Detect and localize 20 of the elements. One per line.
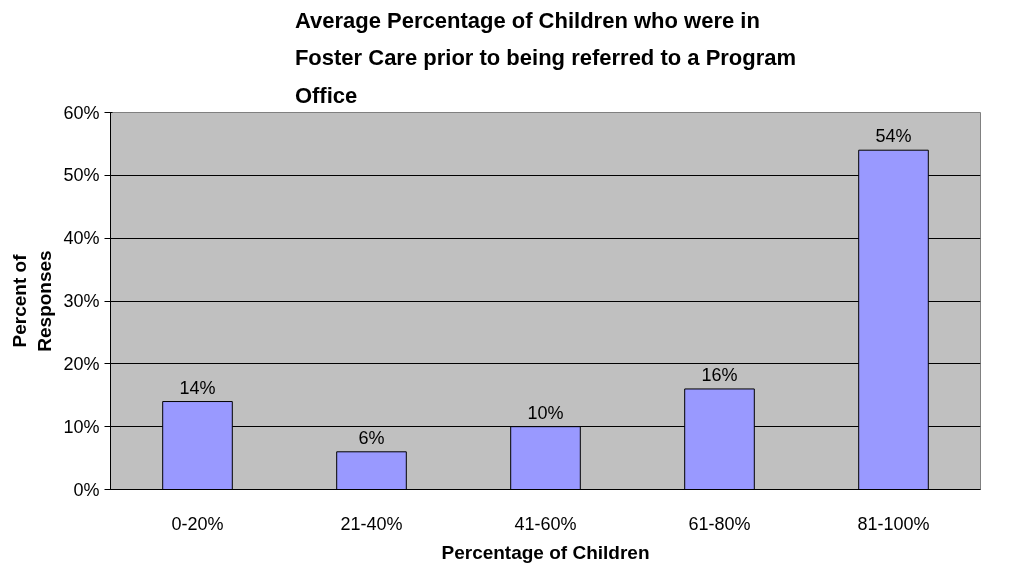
data-label: 54% xyxy=(875,126,912,147)
y-tick-label: 30% xyxy=(63,291,100,311)
y-tick-label: 0% xyxy=(73,479,100,500)
y-axis-title: Percent of Responses xyxy=(9,250,56,352)
x-axis-title: Percentage of Children xyxy=(441,541,650,563)
y-tick-label: 10% xyxy=(63,416,100,437)
y-tick-label: 60% xyxy=(63,102,100,123)
chart-title: Average Percentage of Children who were in Foster Care prior to being referred to a Program Office xyxy=(294,7,797,108)
x-tick-label: 0-20% xyxy=(171,513,224,534)
x-tick-label: 81-100% xyxy=(857,513,930,534)
x-tick-label: 61-80% xyxy=(688,513,751,534)
y-tick-label: 40% xyxy=(63,228,100,249)
data-label: 10% xyxy=(527,402,564,423)
y-tick-label: 50% xyxy=(63,165,100,186)
x-tick-label: 21-40% xyxy=(340,513,403,534)
data-label: 14% xyxy=(179,377,216,398)
data-label: 16% xyxy=(701,364,738,385)
x-tick-label: 41-60% xyxy=(514,513,577,534)
y-tick-label: 20% xyxy=(63,353,100,374)
data-label: 6% xyxy=(358,427,385,448)
